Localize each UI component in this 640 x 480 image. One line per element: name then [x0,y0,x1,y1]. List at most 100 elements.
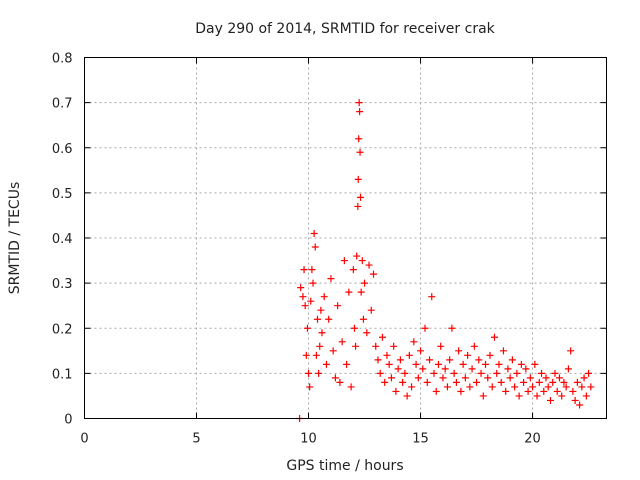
data-point [578,383,586,391]
data-point [473,378,481,386]
data-point [490,333,498,341]
data-point [423,378,431,386]
data-point [450,369,458,377]
data-point [297,284,305,292]
data-point [414,374,422,382]
y-tick-label: 0.8 [52,52,73,67]
data-point [486,351,494,359]
x-tick-label: 5 [192,432,200,447]
data-point [320,293,328,301]
x-tick-label: 0 [80,432,88,447]
data-point [403,392,411,400]
data-point [587,383,595,391]
data-point [506,374,514,382]
data-point [372,342,380,350]
data-point [347,383,355,391]
data-point [542,374,550,382]
data-point [524,387,532,395]
data-point [457,387,465,395]
data-point [392,387,400,395]
data-point [370,270,378,278]
data-point [345,288,353,296]
y-tick-label: 0.3 [52,277,73,292]
data-point [495,360,503,368]
data-point [336,378,344,386]
x-axis-label: GPS time / hours [286,458,403,474]
chart-title: Day 290 of 2014, SRMTID for receiver cra… [195,21,495,37]
data-point [430,369,438,377]
data-point [446,356,454,364]
data-point [497,378,505,386]
x-tick-label: 20 [524,432,541,447]
data-point [493,369,501,377]
data-point [434,360,442,368]
data-point [358,257,366,265]
data-point [408,383,416,391]
data-point [315,369,323,377]
data-point [354,175,362,183]
data-point [562,383,570,391]
data-point [508,356,516,364]
data-point [576,401,584,409]
data-point [394,365,402,373]
data-point [533,392,541,400]
data-point [350,324,358,332]
data-point [356,148,364,156]
data-point [300,266,308,274]
data-point [522,365,530,373]
data-point [567,347,575,355]
data-point [526,374,534,382]
data-point [549,378,557,386]
data-point [301,302,309,310]
data-point [410,338,418,346]
data-point [355,135,363,143]
data-point [560,378,568,386]
y-tick-label: 0 [64,413,72,428]
data-point [343,360,351,368]
data-point [357,193,365,201]
data-point [357,288,365,296]
data-point [308,266,316,274]
data-point [520,378,528,386]
data-point [569,387,577,395]
data-point [546,396,554,404]
data-point [538,369,546,377]
data-point [376,369,384,377]
data-point [311,243,319,251]
data-point [305,369,313,377]
data-point [313,315,321,323]
data-point [355,99,363,107]
data-point [340,257,348,265]
grid-lines [84,57,607,419]
data-point [363,329,371,337]
data-point [378,333,386,341]
data-point [396,356,404,364]
data-point [312,351,320,359]
data-point [464,351,472,359]
data-point [405,351,413,359]
data-point [564,365,572,373]
data-point [353,252,361,260]
data-point [573,378,581,386]
data-point [381,378,389,386]
data-point [535,378,543,386]
data-point [441,365,449,373]
data-point [387,374,395,382]
data-point [502,387,510,395]
data-point [329,347,337,355]
data-point [325,315,333,323]
data-point [417,347,425,355]
data-point [361,279,369,287]
y-tick-label: 0.4 [52,232,73,247]
data-point [316,342,324,350]
y-tick-label: 0.5 [52,187,73,202]
data-point [327,275,335,283]
data-point [448,324,456,332]
data-point [317,306,325,314]
data-point [580,374,588,382]
data-point [585,369,593,377]
data-point [484,374,492,382]
data-point [310,229,318,237]
data-point [475,356,483,364]
data-point [401,369,409,377]
